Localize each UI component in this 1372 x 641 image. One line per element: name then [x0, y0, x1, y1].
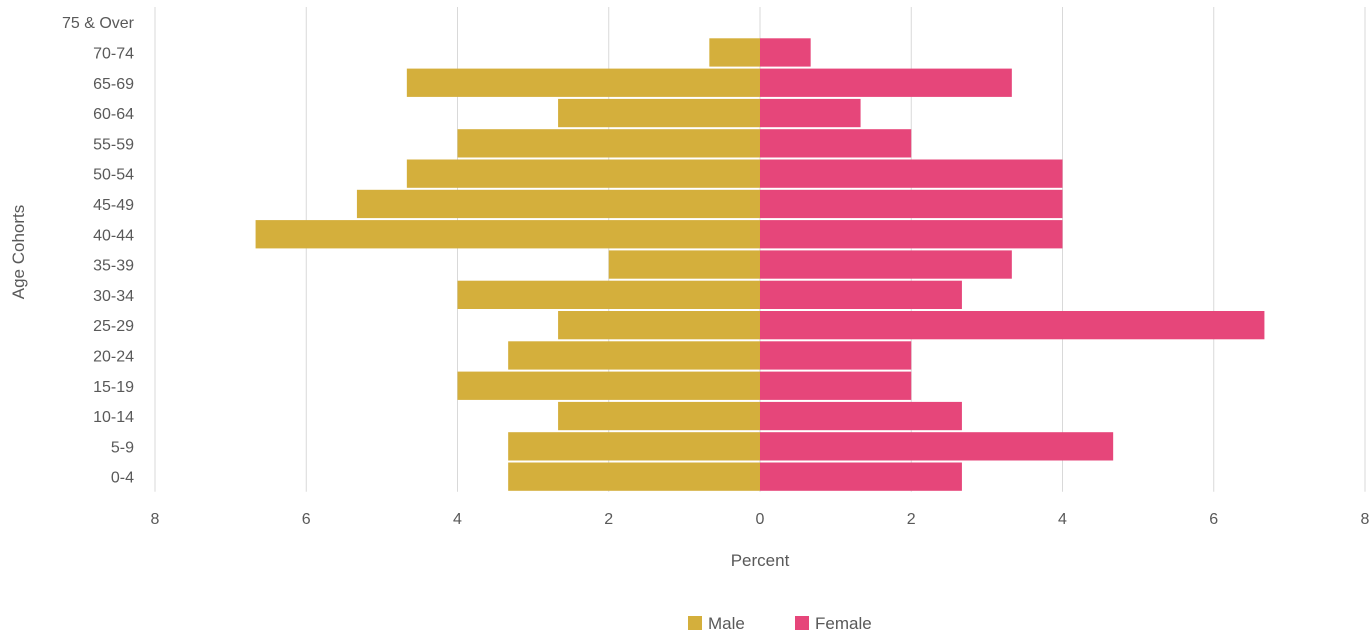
bar-female: [760, 341, 912, 370]
x-tick-label: 6: [302, 511, 311, 528]
y-tick-label: 35-39: [93, 258, 134, 275]
bar-female: [760, 432, 1114, 461]
legend-swatch-male: [688, 616, 702, 630]
bar-male: [709, 38, 760, 67]
bar-female: [760, 371, 912, 400]
bar-female: [760, 38, 811, 67]
x-tick-label: 4: [1058, 511, 1067, 528]
bar-male: [255, 220, 761, 249]
bar-female: [760, 129, 912, 158]
bar-male: [608, 250, 760, 279]
y-tick-label: 75 & Over: [62, 15, 135, 32]
bar-female: [760, 68, 1012, 97]
y-tick-label: 70-74: [93, 45, 134, 62]
x-tick-label: 8: [1361, 511, 1370, 528]
y-tick-label: 55-59: [93, 136, 134, 153]
legend: Male Female: [688, 614, 872, 633]
bar-male: [457, 280, 760, 309]
bar-female: [760, 311, 1265, 340]
y-tick-label: 20-24: [93, 348, 134, 365]
bar-male: [457, 129, 760, 158]
legend-label-female: Female: [815, 614, 872, 633]
y-tick-label: 50-54: [93, 167, 134, 184]
x-tick-label: 6: [1209, 511, 1218, 528]
bar-male: [406, 68, 760, 97]
y-tick-label: 65-69: [93, 76, 134, 93]
bar-male: [558, 311, 760, 340]
bar-female: [760, 462, 962, 491]
bars: [255, 38, 1265, 491]
x-tick-label: 0: [756, 511, 765, 528]
bar-male: [406, 159, 760, 188]
legend-label-male: Male: [708, 614, 745, 633]
y-tick-label: 25-29: [93, 318, 134, 335]
bar-female: [760, 159, 1063, 188]
bar-male: [508, 462, 760, 491]
y-tick-label: 15-19: [93, 379, 134, 396]
bar-male: [558, 98, 760, 128]
bar-female: [760, 98, 861, 128]
y-tick-label: 5-9: [111, 439, 134, 456]
bar-female: [760, 220, 1063, 249]
y-tick-label: 40-44: [93, 227, 134, 244]
legend-swatch-female: [795, 616, 809, 630]
bar-male: [558, 401, 760, 431]
x-tick-label: 2: [604, 511, 613, 528]
y-axis-tick-labels: 0-4 5-9 10-14 15-19 20-24 25-29 30-34 35-39 40-4…: [62, 15, 135, 487]
bar-female: [760, 280, 962, 309]
y-tick-label: 45-49: [93, 197, 134, 214]
y-tick-label: 30-34: [93, 288, 134, 305]
x-axis-title: Percent: [731, 551, 790, 570]
x-axis-tick-labels: 8 6 4 2 0 2 4 6 8: [151, 511, 1370, 528]
bar-male: [508, 432, 760, 461]
bar-female: [760, 250, 1012, 279]
x-tick-label: 8: [151, 511, 160, 528]
bar-male: [356, 189, 760, 219]
y-axis-title: Age Cohorts: [9, 205, 28, 300]
bar-male: [457, 371, 760, 400]
x-tick-label: 2: [907, 511, 916, 528]
y-tick-label: 60-64: [93, 106, 134, 123]
bar-female: [760, 401, 962, 431]
bar-female: [760, 189, 1063, 219]
bar-male: [508, 341, 760, 370]
y-tick-label: 0-4: [111, 470, 134, 487]
y-tick-label: 10-14: [93, 409, 134, 426]
x-tick-label: 4: [453, 511, 462, 528]
